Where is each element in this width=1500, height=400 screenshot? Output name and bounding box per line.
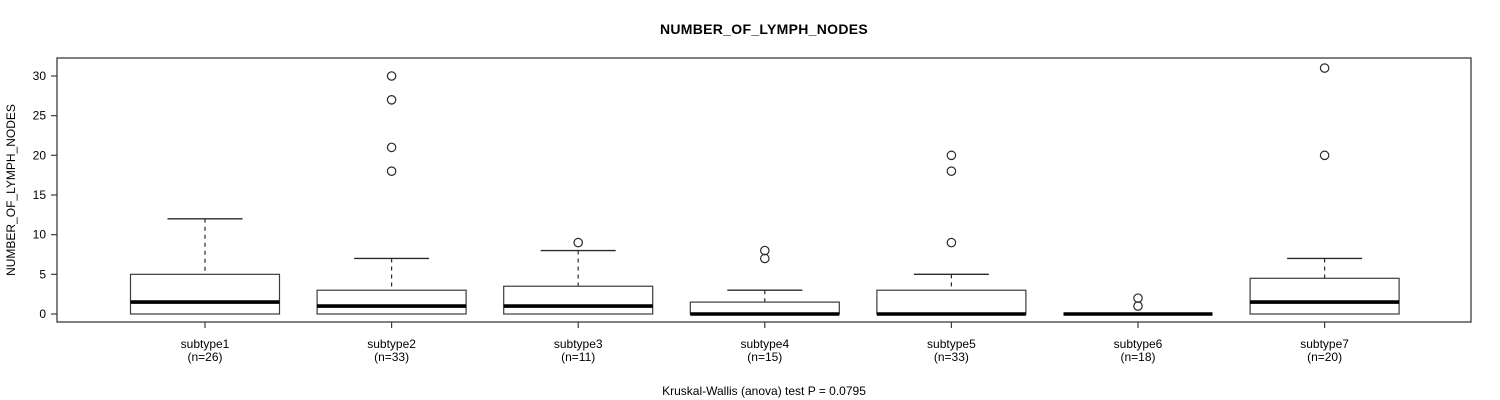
- iqr-box-subtype2: [316, 289, 467, 315]
- y-axis-tick-label: 0: [39, 307, 46, 321]
- outlier-point-subtype6: [1133, 293, 1143, 303]
- outlier-point-subtype2: [386, 95, 397, 105]
- outlier-point-subtype2: [386, 142, 397, 153]
- outlier-point-subtype4: [759, 245, 770, 256]
- outlier-point-subtype2: [386, 71, 397, 81]
- y-axis-tick-label: 10: [33, 228, 47, 242]
- x-axis-n-label-subtype5: (n=33): [934, 350, 969, 364]
- iqr-box-subtype7: [1249, 277, 1400, 315]
- outlier-point-subtype5: [946, 166, 957, 177]
- x-axis-label-subtype7: subtype7: [1300, 337, 1349, 351]
- outlier-point-subtype5: [946, 150, 957, 161]
- chart-title: NUMBER_OF_LYMPH_NODES: [659, 21, 869, 37]
- outlier-point-subtype3: [573, 237, 583, 248]
- y-axis-tick-label: 5: [39, 267, 46, 281]
- x-axis-label-subtype5: subtype5: [927, 337, 976, 351]
- pvalue-caption: Kruskal-Wallis (anova) test P = 0.0795: [662, 384, 866, 398]
- y-axis-tick-label: 20: [33, 148, 47, 162]
- x-axis-n-label-subtype3: (n=11): [561, 350, 595, 364]
- outlier-point-subtype5: [946, 237, 957, 248]
- outlier-point-subtype6: [1133, 301, 1143, 311]
- outlier-point-subtype7: [1319, 63, 1330, 73]
- outlier-point-subtype4: [759, 253, 770, 264]
- x-axis-label-subtype1: subtype1: [181, 337, 230, 351]
- y-axis-tick-label: 30: [33, 69, 47, 83]
- y-axis-tick-label: 15: [33, 188, 47, 202]
- outlier-point-subtype7: [1319, 150, 1330, 161]
- y-axis-tick-label: 25: [33, 109, 47, 123]
- x-axis-label-subtype3: subtype3: [554, 337, 603, 351]
- iqr-box-subtype5: [876, 289, 1027, 315]
- x-axis-label-subtype2: subtype2: [367, 337, 416, 351]
- x-axis-n-label-subtype6: (n=18): [1120, 350, 1155, 364]
- x-axis-n-label-subtype2: (n=33): [374, 350, 409, 364]
- x-axis-n-label-subtype4: (n=15): [747, 350, 782, 364]
- x-axis-label-subtype6: subtype6: [1114, 337, 1163, 351]
- plot-frame: [56, 57, 1472, 323]
- iqr-box-subtype3: [503, 285, 654, 315]
- iqr-box-subtype1: [129, 273, 281, 315]
- outlier-point-subtype2: [386, 166, 397, 177]
- x-axis-label-subtype4: subtype4: [740, 337, 789, 351]
- x-axis-n-label-subtype7: (n=20): [1307, 350, 1342, 364]
- x-axis-n-label-subtype1: (n=26): [187, 350, 222, 364]
